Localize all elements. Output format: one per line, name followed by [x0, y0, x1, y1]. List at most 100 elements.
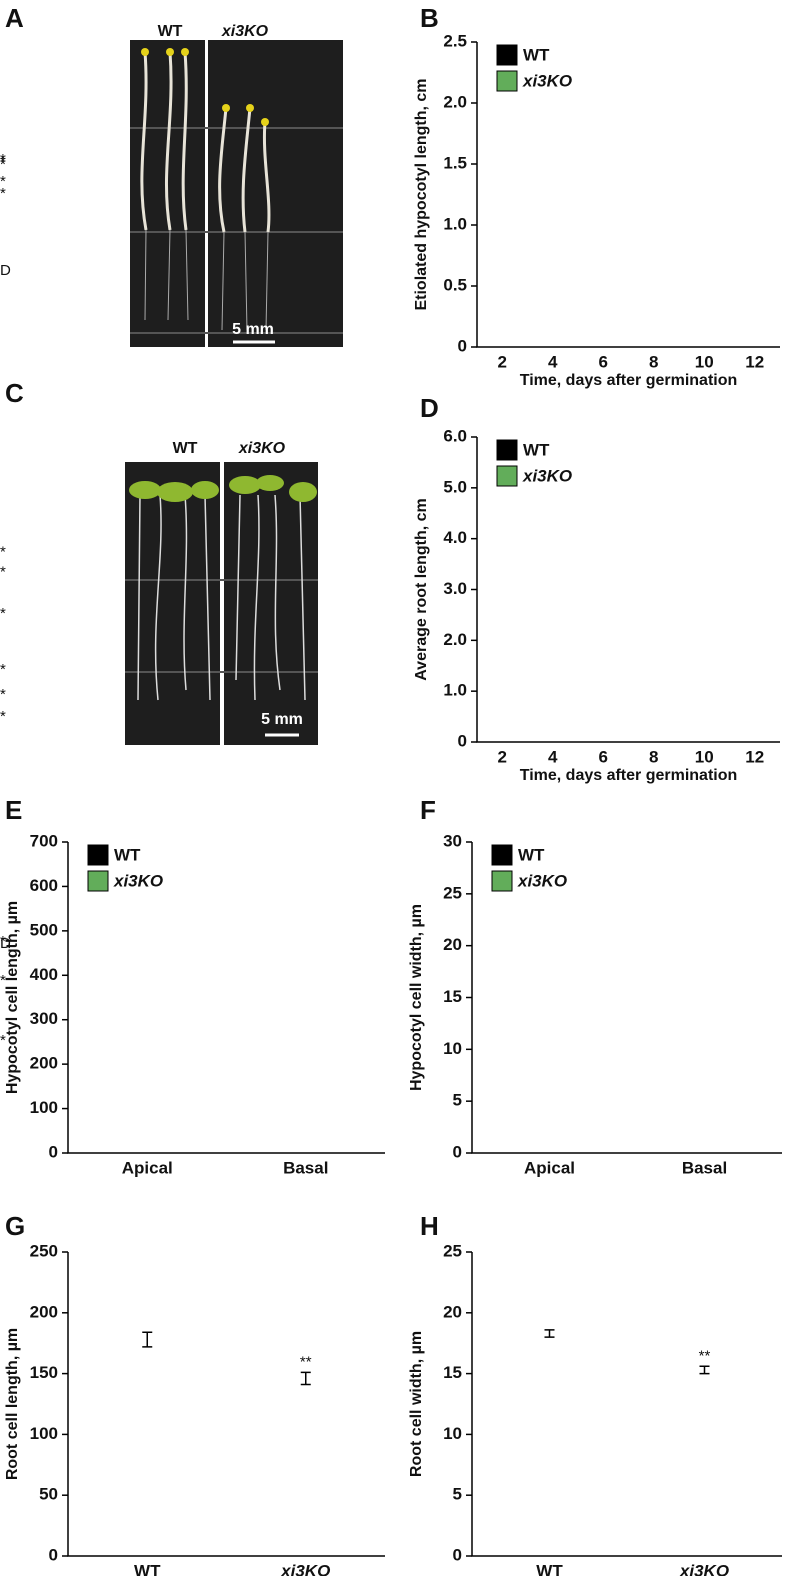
axis-line	[471, 1252, 782, 1557]
annotation: **	[0, 185, 6, 202]
x-tick-label: 4	[548, 352, 558, 371]
axis-line	[67, 1252, 385, 1557]
y-axis-label: Root cell width, µm	[408, 1331, 425, 1477]
legend-label: xi3KO	[522, 466, 572, 485]
legend-swatch	[491, 844, 513, 866]
y-tick-label: 6.0	[443, 426, 467, 445]
chart: B00.51.01.52.02.52ND4**6**8**10**12**Eti…	[0, 3, 780, 389]
axis-line	[476, 437, 780, 743]
photo-c: C WT xi3KO 5 mm	[5, 378, 318, 745]
photo-label: xi3KO	[221, 23, 269, 40]
y-tick-label: 15	[443, 987, 462, 1006]
x-tick-label: WT	[134, 1561, 161, 1576]
error-bar	[300, 1371, 311, 1386]
y-tick-label: 0	[453, 1545, 462, 1564]
annotation: ND	[0, 935, 11, 952]
annotation: **	[0, 605, 6, 622]
y-tick-label: 10	[443, 1424, 462, 1443]
x-tick-label: Apical	[524, 1158, 575, 1177]
x-tick-label: Basal	[682, 1158, 727, 1177]
x-tick-label: 2	[498, 747, 507, 766]
y-tick-label: 15	[443, 1363, 462, 1382]
legend-label: xi3KO	[522, 71, 572, 90]
y-axis-label: Hypocotyl cell length, µm	[4, 901, 21, 1094]
x-tick-label: xi3KO	[280, 1561, 330, 1576]
x-tick-label: 2	[498, 352, 507, 371]
panel-label: D	[420, 393, 439, 423]
x-tick-label: xi3KO	[679, 1561, 729, 1576]
x-tick-label: 6	[599, 747, 608, 766]
annotation: **	[0, 661, 6, 678]
x-tick-label: 12	[745, 352, 764, 371]
axis-line	[476, 42, 780, 348]
photo-label: WT	[158, 23, 183, 40]
y-tick-label: 0	[458, 336, 467, 355]
y-tick-label: 0	[49, 1142, 58, 1161]
legend-label: WT	[114, 845, 141, 864]
y-tick-label: 2.5	[443, 31, 467, 50]
annotation: **	[699, 1347, 711, 1364]
annotation: **	[0, 933, 6, 950]
y-tick-label: 500	[30, 920, 58, 939]
y-tick-label: 50	[39, 1485, 58, 1504]
y-tick-label: 200	[30, 1054, 58, 1073]
y-tick-label: 20	[443, 935, 462, 954]
legend-swatch	[491, 870, 513, 892]
x-tick-label: 6	[599, 352, 608, 371]
y-axis-label: Hypocotyl cell width, µm	[408, 904, 425, 1091]
annotation: **	[0, 686, 6, 703]
annotation: **	[0, 972, 6, 989]
x-axis-label: Time, days after germination	[520, 767, 738, 784]
legend-swatch	[496, 439, 518, 461]
annotation: **	[0, 154, 6, 171]
panel-label: C	[5, 378, 24, 408]
y-tick-label: 100	[30, 1098, 58, 1117]
x-tick-label: 12	[745, 747, 764, 766]
axis-line	[67, 842, 385, 1154]
photo-label: WT	[173, 440, 198, 457]
y-tick-label: 25	[443, 1241, 462, 1260]
chart: G 0 50 100 150 200 250 WT xi3KO ** Root cell lengt…	[4, 1211, 385, 1576]
error-bar	[699, 1365, 710, 1375]
scale-label: 5 mm	[261, 711, 303, 728]
y-axis-label: Root cell length, µm	[4, 1328, 21, 1480]
y-tick-label: 0.5	[443, 275, 467, 294]
y-tick-label: 20	[443, 1302, 462, 1321]
x-tick-label: Basal	[283, 1158, 328, 1177]
y-tick-label: 1.0	[443, 681, 467, 700]
y-tick-label: 0	[49, 1545, 58, 1564]
x-tick-label: 4	[548, 747, 558, 766]
y-tick-label: 150	[30, 1363, 58, 1382]
panel-label: H	[420, 1211, 439, 1241]
legend-swatch	[496, 465, 518, 487]
y-tick-label: 600	[30, 876, 58, 895]
y-tick-label: 10	[443, 1039, 462, 1058]
panel-label: F	[420, 795, 436, 825]
panel-label: G	[5, 1211, 25, 1241]
panel-label: B	[420, 3, 439, 33]
y-tick-label: 1.0	[443, 214, 467, 233]
legend-label: WT	[518, 845, 545, 864]
y-tick-label: 25	[443, 883, 462, 902]
y-axis-label: Etiolated hypocotyl length, cm	[413, 78, 430, 310]
annotation: **	[0, 1032, 6, 1049]
panel-label: E	[5, 795, 22, 825]
legend-label: xi3KO	[517, 871, 567, 890]
y-tick-label: 5.0	[443, 477, 467, 496]
y-tick-label: 250	[30, 1241, 58, 1260]
y-tick-label: 300	[30, 1009, 58, 1028]
photo-label: xi3KO	[238, 440, 286, 457]
x-tick-label: 8	[649, 747, 658, 766]
y-tick-label: 30	[443, 831, 462, 850]
legend-swatch	[87, 870, 109, 892]
y-tick-label: 3.0	[443, 579, 467, 598]
y-tick-label: 200	[30, 1302, 58, 1321]
x-tick-label: WT	[536, 1561, 563, 1576]
photo-a: A WT xi3KO 5 mm	[5, 3, 343, 347]
chart: E 0 100 200 300 400 500 600 700 Apical ** Basal **Hy…	[0, 795, 385, 1177]
y-tick-label: 5	[453, 1485, 462, 1504]
annotation: **	[0, 563, 6, 580]
legend-swatch	[496, 70, 518, 92]
chart: D 0 1.0 2.0 3.0 4.0 5.0 6.0 2 ** 4 ** 6 ** 8 ** 10 ** 12 **…	[0, 393, 780, 784]
